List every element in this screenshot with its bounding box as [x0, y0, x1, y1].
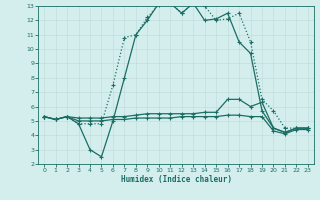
X-axis label: Humidex (Indice chaleur): Humidex (Indice chaleur) [121, 175, 231, 184]
